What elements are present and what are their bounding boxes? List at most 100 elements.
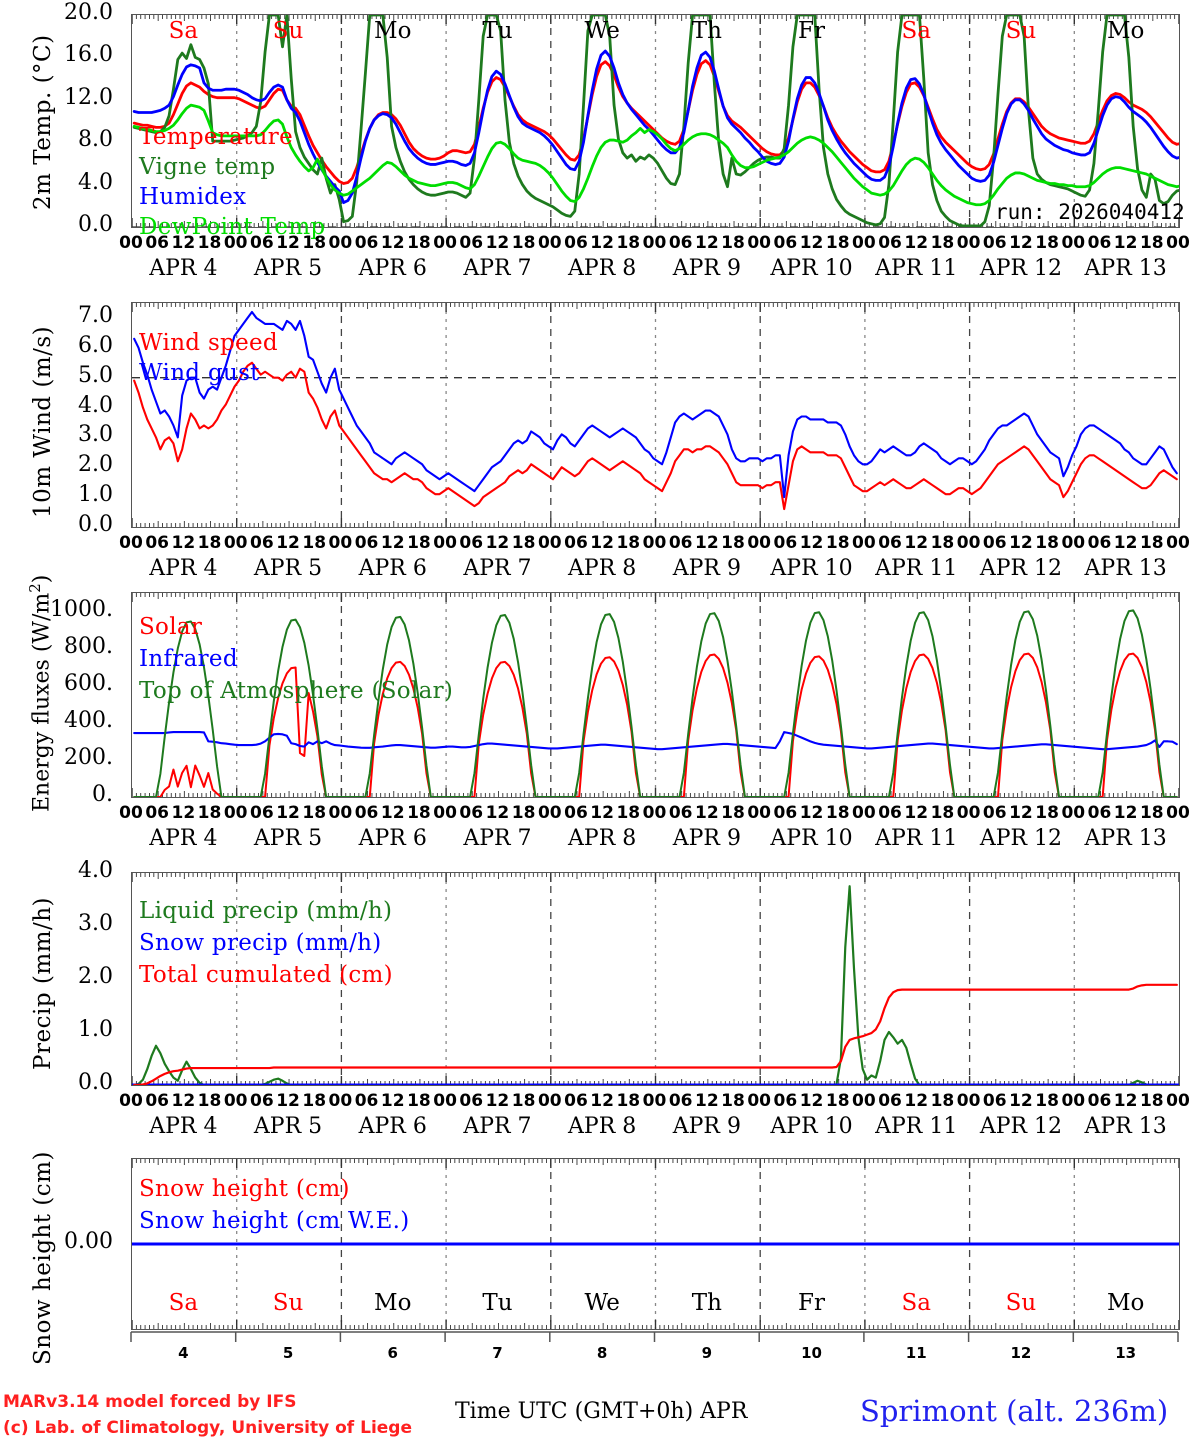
xtime-6-1: 06: [773, 233, 798, 253]
legend-precipitation-2: Total cumulated (cm): [139, 962, 393, 988]
xtime-3-0: 00: [433, 233, 457, 253]
xday-6: APR 10: [770, 256, 853, 281]
day-number-4: 8: [596, 1344, 608, 1362]
bottom-day-axis: [130, 1331, 1179, 1342]
site-label: Sprimont (alt. 236m): [860, 1394, 1169, 1428]
xtime-3-3: 18: [511, 533, 536, 553]
precip-xtime-4-1: 06: [564, 1091, 588, 1111]
precip-xtime-2-1: 06: [354, 1091, 379, 1111]
xtime-9-3: 18: [1139, 533, 1164, 553]
xtime-8-1: 06: [982, 533, 1007, 553]
precip-xtime-2-0: 00: [328, 1091, 353, 1111]
xtime-3-3: 18: [511, 233, 536, 253]
precip-xtime-6-1: 06: [773, 1091, 798, 1111]
precip-xtime-0-3: 18: [197, 1091, 222, 1111]
xtime-7-3: 18: [930, 533, 955, 553]
footer-model-line: MARv3.14 model forced by IFS: [3, 1392, 297, 1412]
panel-wind: 10m Wind (m/s) 0.0 1.0 2.0 3.0 4.0 5.0 6.0 7.0 W…: [0, 290, 1194, 581]
xtime-4-3: 18: [616, 533, 641, 553]
xtime-9-2: 12: [1113, 533, 1138, 553]
xtime-7-2: 12: [904, 233, 929, 253]
xtime-5-0: 00: [642, 533, 667, 553]
precip-xday-5: APR 9: [672, 1114, 741, 1139]
ytick-temperature-2: 8.0: [78, 127, 113, 153]
xtime-0-0: 00: [119, 233, 143, 253]
day-number-9: 13: [1115, 1344, 1137, 1362]
dow-label-3: Tu: [482, 18, 513, 44]
day-number-8: 12: [1010, 1344, 1032, 1362]
legend-temperature-3: DewPoint Temp: [139, 214, 326, 240]
xtime-1-2: 12: [276, 533, 300, 553]
xtime-0-2: 12: [171, 803, 196, 823]
precip-xtime-3-3: 18: [511, 1091, 536, 1111]
xtime-6-3: 18: [825, 233, 850, 253]
plot-area-snow: [131, 1158, 1180, 1330]
precip-xtime-1-2: 12: [276, 1091, 300, 1111]
precip-xday-7: APR 11: [875, 1114, 958, 1139]
xtime-8-0: 00: [956, 803, 981, 823]
ytick-snow_height-0: 0.00: [64, 1229, 113, 1254]
footer-copyright-line: (c) Lab. of Climatology, University of L…: [3, 1418, 412, 1438]
xday-7: APR 11: [875, 556, 958, 581]
day-number-1: 5: [282, 1344, 294, 1362]
legend-energy_fluxes-1: Infrared: [139, 646, 238, 672]
ytick-wind-3: 3.0: [78, 422, 113, 448]
precip-xtime-8-0: 00: [956, 1091, 981, 1111]
xtime-1-3: 18: [302, 803, 327, 823]
ytick-energy_fluxes-3: 600.: [64, 670, 113, 696]
day-number-0: 4: [178, 1344, 189, 1362]
xday-5: APR 9: [672, 256, 741, 281]
panel-energy-fluxes: Energy fluxes (W/m2) 0. 200. 400. 600. 800. 1…: [0, 575, 1194, 860]
xday-0: APR 4: [149, 826, 218, 851]
xtime-2-3: 18: [407, 803, 431, 823]
dow-label-4: We: [584, 18, 620, 44]
xtime-1-2: 12: [276, 233, 300, 253]
precip-xtime-8-2: 12: [1009, 1091, 1033, 1111]
xtime-2-1: 06: [354, 533, 379, 553]
xtime-4-0: 00: [537, 233, 562, 253]
dow-label-8: Su: [1005, 18, 1037, 44]
xtime-5-1: 06: [668, 803, 693, 823]
dow-label-7: Sa: [901, 1290, 931, 1316]
xtime-2-2: 12: [380, 533, 405, 553]
ytick-wind-4: 4.0: [78, 392, 113, 418]
ytick-wind-6: 6.0: [78, 332, 113, 358]
xtime-2-1: 06: [354, 233, 379, 253]
xtime-4-1: 06: [564, 233, 588, 253]
legend-wind-0: Wind speed: [139, 330, 278, 356]
xtime-1-1: 06: [250, 233, 274, 253]
dow-label-3: Tu: [482, 1290, 513, 1316]
xday-8: APR 12: [979, 556, 1063, 581]
precip-xday-8: APR 12: [979, 1114, 1063, 1139]
xtime-3-2: 12: [485, 533, 510, 553]
precip-xtime-9-2: 12: [1113, 1091, 1138, 1111]
ytick-temperature-1: 4.0: [78, 169, 113, 195]
xday-9: APR 13: [1084, 826, 1167, 851]
xtime-0-0: 00: [119, 803, 143, 823]
legend-snow_height-0: Snow height (cm): [139, 1176, 350, 1202]
xtime-0-3: 18: [197, 803, 222, 823]
xtime-8-3: 18: [1035, 803, 1059, 823]
xtime-6-2: 12: [799, 233, 824, 253]
ytick-temperature-3: 12.0: [64, 84, 113, 110]
xtime-5-0: 00: [642, 233, 667, 253]
precip-xtime-4-3: 18: [616, 1091, 641, 1111]
precip-xtime-9-1: 06: [1087, 1091, 1112, 1111]
precip-xtime-6-0: 00: [747, 1091, 772, 1111]
xday-9: APR 13: [1084, 256, 1167, 281]
xtime-9-3: 18: [1139, 803, 1164, 823]
xtime-1-0: 00: [223, 533, 248, 553]
xtime-6-3: 18: [825, 803, 850, 823]
xtime-0-0: 00: [119, 533, 143, 553]
xday-3: APR 7: [463, 556, 532, 581]
xtime-5-2: 12: [695, 233, 719, 253]
xtime-6-0: 00: [747, 533, 772, 553]
plot-area-temperature: [131, 14, 1180, 228]
xtime-9-2: 12: [1113, 803, 1138, 823]
xtime-1-3: 18: [302, 533, 327, 553]
dow-label-7: Sa: [901, 18, 931, 44]
xday-2: APR 6: [358, 256, 427, 281]
xday-1: APR 5: [253, 256, 323, 281]
xtime-3-1: 06: [459, 233, 484, 253]
xtime-final: 00: [1166, 803, 1190, 823]
